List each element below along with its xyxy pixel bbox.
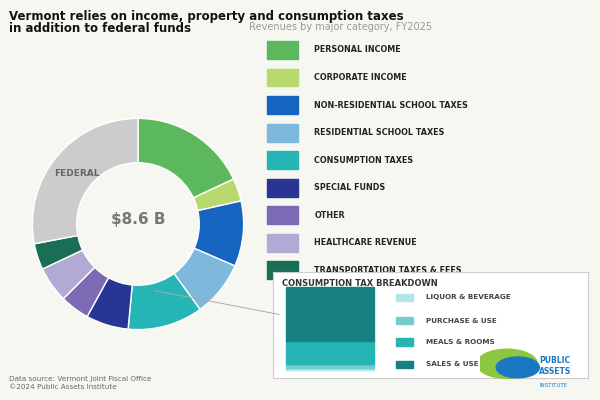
Wedge shape [128, 274, 200, 330]
Bar [286, 368, 374, 370]
Wedge shape [87, 278, 132, 329]
Text: OTHER: OTHER [314, 211, 345, 220]
Text: Revenues by major category, FY2025: Revenues by major category, FY2025 [246, 22, 432, 32]
Bar [268, 206, 298, 224]
Text: SPECIAL FUNDS: SPECIAL FUNDS [314, 183, 386, 192]
Bar [268, 124, 298, 142]
Bar [268, 68, 298, 86]
Bar [286, 364, 374, 368]
Text: HEALTHCARE REVENUE: HEALTHCARE REVENUE [314, 238, 417, 247]
Text: Data source: Vermont Joint Fiscal Office
©2024 Public Assets Institute: Data source: Vermont Joint Fiscal Office… [9, 376, 151, 390]
Text: PURCHASE & USE: PURCHASE & USE [426, 318, 499, 324]
Bar [396, 338, 413, 346]
Wedge shape [32, 118, 138, 244]
Text: CONSUMPTION TAXES: CONSUMPTION TAXES [314, 156, 413, 165]
Wedge shape [174, 248, 235, 310]
Text: NON-RESIDENTIAL SCHOOL TAXES: NON-RESIDENTIAL SCHOOL TAXES [314, 100, 468, 110]
Circle shape [477, 349, 537, 378]
Text: SALES & USE: SALES & USE [426, 361, 481, 367]
Bar [268, 41, 298, 59]
Wedge shape [64, 267, 109, 316]
Bar [268, 234, 298, 252]
Text: Vermont relies on income, property and consumption taxes: Vermont relies on income, property and c… [9, 10, 404, 23]
Bar [268, 96, 298, 114]
Circle shape [496, 357, 539, 378]
Bar [286, 287, 374, 341]
Text: FEDERAL: FEDERAL [54, 169, 100, 178]
Wedge shape [194, 201, 244, 266]
Text: CONSUMPTION TAX BREAKDOWN: CONSUMPTION TAX BREAKDOWN [283, 280, 438, 288]
Text: $8.6 B: $8.6 B [111, 212, 165, 227]
Bar [396, 294, 413, 301]
Wedge shape [193, 179, 241, 211]
Wedge shape [138, 118, 233, 198]
Bar [268, 179, 298, 197]
Wedge shape [34, 236, 83, 269]
Text: RESIDENTIAL SCHOOL TAXES: RESIDENTIAL SCHOOL TAXES [314, 128, 445, 137]
Bar [268, 151, 298, 169]
Text: PUBLIC
ASSETS: PUBLIC ASSETS [539, 356, 572, 376]
Bar [396, 317, 413, 324]
Bar [396, 360, 413, 368]
Bar [268, 262, 298, 279]
Text: TRANSPORTATION TAXES & FEES: TRANSPORTATION TAXES & FEES [314, 266, 462, 275]
Bar [286, 341, 374, 364]
Text: LIQUOR & BEVERAGE: LIQUOR & BEVERAGE [426, 294, 513, 300]
Text: INSTITUTE: INSTITUTE [539, 383, 568, 388]
Wedge shape [43, 250, 95, 299]
Text: MEALS & ROOMS: MEALS & ROOMS [426, 339, 497, 345]
Text: in addition to federal funds: in addition to federal funds [9, 22, 191, 35]
Text: PERSONAL INCOME: PERSONAL INCOME [314, 46, 401, 54]
Text: CORPORATE INCOME: CORPORATE INCOME [314, 73, 407, 82]
